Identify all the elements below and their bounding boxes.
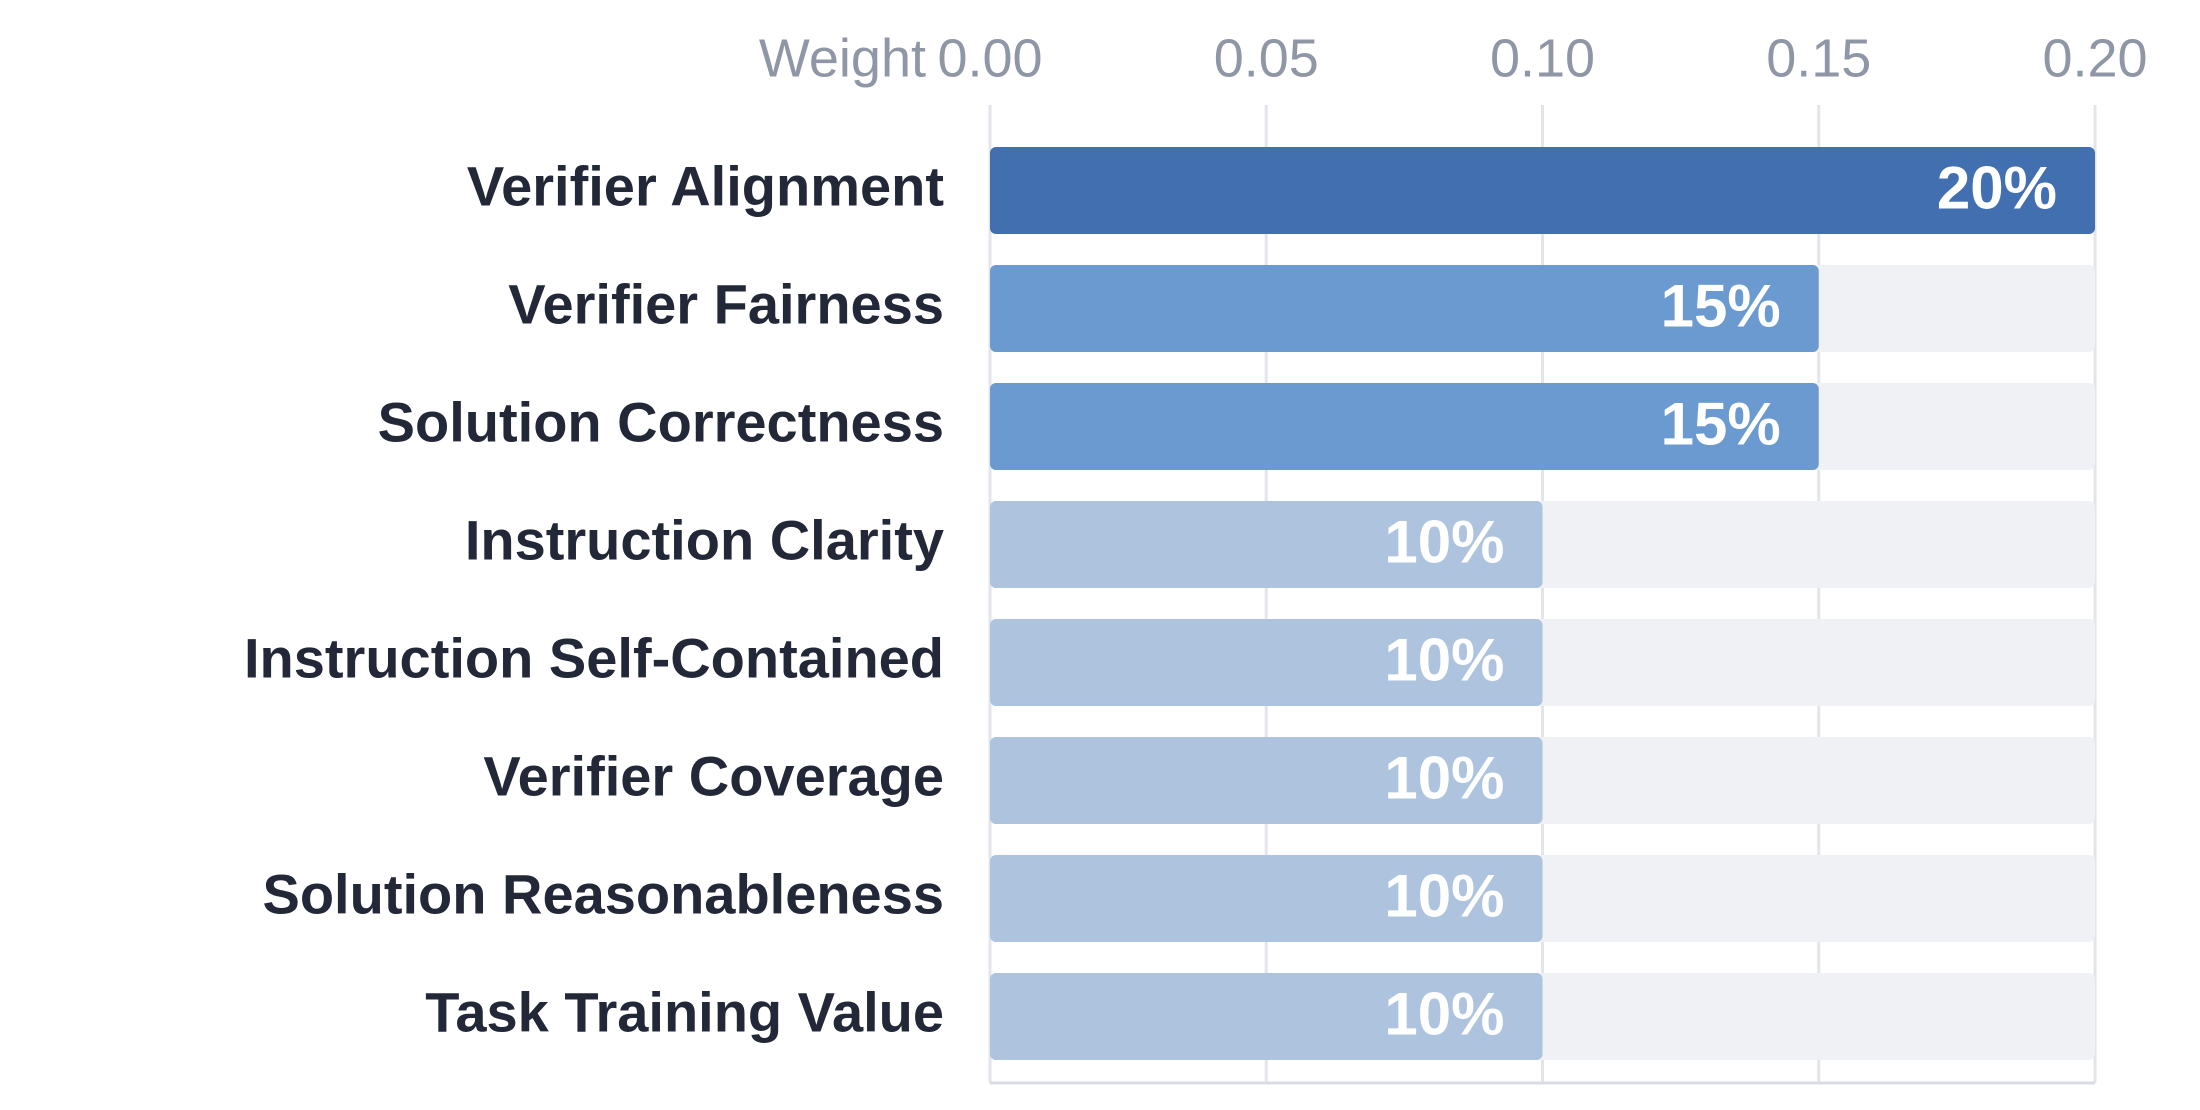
bar xyxy=(990,737,1543,824)
bar xyxy=(990,501,1543,588)
bar xyxy=(990,383,1819,470)
x-tick-label: 0.20 xyxy=(2042,28,2147,88)
x-tick-label: 0.15 xyxy=(1766,28,1871,88)
y-tick-label: Solution Correctness xyxy=(378,390,944,453)
y-tick-label: Verifier Fairness xyxy=(508,272,944,335)
y-tick-label: Solution Reasonableness xyxy=(263,862,945,925)
y-tick-label: Instruction Self-Contained xyxy=(244,626,944,689)
value-label: 10% xyxy=(1384,508,1504,575)
bar xyxy=(990,855,1543,942)
axis-label: Weight xyxy=(759,28,926,88)
y-tick-label: Verifier Alignment xyxy=(467,154,944,217)
x-tick-label: 0.05 xyxy=(1214,28,1319,88)
y-tick-label: Task Training Value xyxy=(425,980,944,1043)
bar xyxy=(990,265,1819,352)
x-tick-label: 0.00 xyxy=(937,28,1042,88)
value-label: 10% xyxy=(1384,980,1504,1047)
value-label: 20% xyxy=(1937,154,2057,221)
value-label: 15% xyxy=(1661,272,1781,339)
value-label: 10% xyxy=(1384,626,1504,693)
bar xyxy=(990,619,1543,706)
x-tick-label: 0.10 xyxy=(1490,28,1595,88)
y-tick-label: Instruction Clarity xyxy=(465,508,944,571)
bar xyxy=(990,147,2095,234)
bar xyxy=(990,973,1543,1060)
value-label: 10% xyxy=(1384,744,1504,811)
value-label: 15% xyxy=(1661,390,1781,457)
y-tick-label: Verifier Coverage xyxy=(483,744,944,807)
value-label: 10% xyxy=(1384,862,1504,929)
